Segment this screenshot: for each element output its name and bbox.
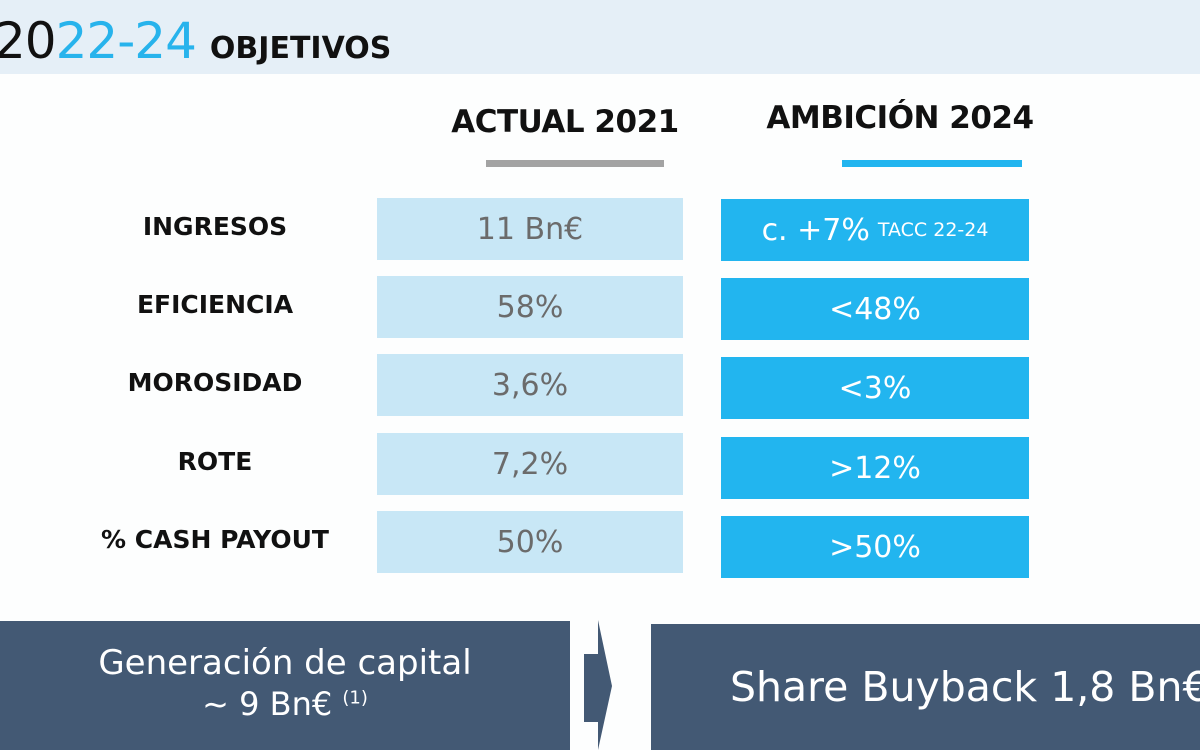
footnote-marker: (1) <box>342 687 368 709</box>
row-label: ROTE <box>177 447 253 476</box>
actual-text: 7,2% <box>491 446 569 482</box>
actual-underline <box>486 160 664 167</box>
year-suffix: 22-24 <box>55 12 197 70</box>
actual-value: 3,6% <box>377 354 683 416</box>
ambition-value: c. +7% TACC 22-24 <box>721 199 1029 261</box>
actual-text: 58% <box>496 289 564 325</box>
ambition-underline <box>842 160 1022 167</box>
column-header-actual: ACTUAL 2021 <box>451 104 679 140</box>
actual-value: 58% <box>377 276 683 338</box>
ambition-value: >50% <box>721 516 1029 578</box>
capital-value: ~ 9 Bn€ (1) <box>0 685 570 723</box>
ambition-text: <3% <box>838 370 912 406</box>
row-label: MOROSIDAD <box>127 368 303 397</box>
actual-text: 11 Bn€ <box>476 211 584 247</box>
ambition-text: <48% <box>829 291 921 327</box>
ambition-value: <48% <box>721 278 1029 340</box>
arrow-right-icon <box>584 620 612 750</box>
page-title: 2022-24 OBJETIVOS <box>0 12 391 70</box>
ambition-text: c. +7% <box>761 212 870 248</box>
row-label: % CASH PAYOUT <box>101 525 329 554</box>
year-prefix: 20 <box>0 12 57 70</box>
ambition-note: TACC 22-24 <box>877 219 989 241</box>
capital-generation-box: Generación de capital ~ 9 Bn€ (1) <box>0 621 570 750</box>
actual-text: 3,6% <box>491 367 569 403</box>
ambition-text: >12% <box>829 450 921 486</box>
share-buyback-box: Share Buyback 1,8 Bn€ <box>651 624 1200 750</box>
actual-value: 50% <box>377 511 683 573</box>
ambition-text: >50% <box>829 529 921 565</box>
ambition-value: >12% <box>721 437 1029 499</box>
buyback-text: Share Buyback 1,8 Bn€ <box>730 663 1200 711</box>
capital-title: Generación de capital <box>98 643 472 683</box>
row-label: INGRESOS <box>142 212 288 241</box>
capital-amount: ~ 9 Bn€ <box>202 685 333 723</box>
row-label: EFICIENCIA <box>136 290 294 319</box>
ambition-value: <3% <box>721 357 1029 419</box>
actual-value: 7,2% <box>377 433 683 495</box>
title-text: OBJETIVOS <box>209 31 392 66</box>
header-bar <box>0 0 1200 74</box>
column-header-ambition: AMBICIÓN 2024 <box>766 100 1034 136</box>
actual-text: 50% <box>496 524 564 560</box>
actual-value: 11 Bn€ <box>377 198 683 260</box>
